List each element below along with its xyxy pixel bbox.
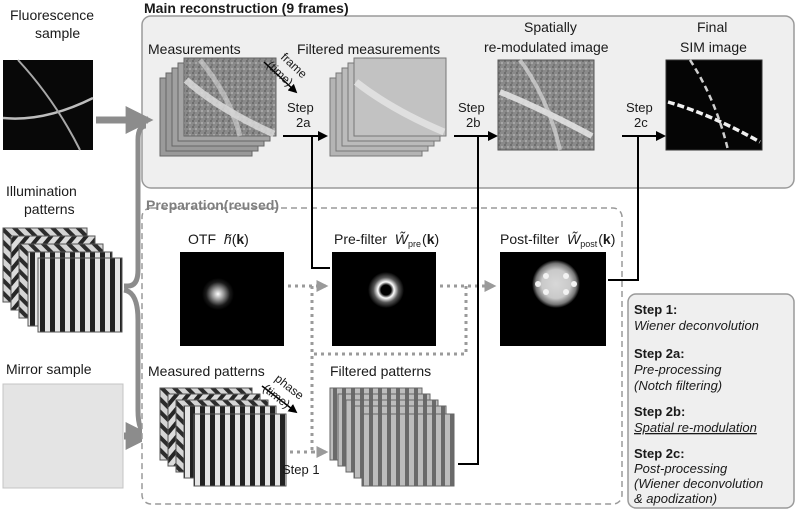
mirror-sample-image	[2, 383, 124, 489]
illumination-label-2: patterns	[24, 201, 75, 217]
legend-step2a-desc2: (Notch filtering)	[634, 378, 722, 393]
mirror-sample-label: Mirror sample	[6, 361, 92, 377]
preparation-title: Preparation(reused)	[146, 197, 279, 213]
main-title: Main reconstruction (9 frames)	[144, 0, 349, 16]
illumination-label-1: Illumination	[6, 183, 77, 199]
fluorescence-sample-image	[2, 59, 94, 151]
legend-step2c-desc2: (Wiener deconvolution	[634, 476, 763, 491]
filtered-patterns-stack	[329, 387, 455, 487]
postfilter-k: k	[603, 231, 611, 247]
remodulated-label-1: Spatially	[524, 19, 577, 35]
final-label-2: SIM image	[680, 39, 747, 55]
legend-step2a-desc1: Pre-processing	[634, 362, 722, 377]
measurements-label: Measurements	[148, 41, 241, 57]
filtered-patterns-label: Filtered patterns	[330, 363, 431, 379]
otf-k-open: (	[232, 231, 237, 247]
legend-text: Step 1: Wiener deconvolution Step 2a: Pr…	[634, 302, 763, 506]
legend-step2c-desc3: & apodization)	[634, 491, 717, 506]
otf-symbol: h̃	[224, 231, 232, 247]
postfilter-image	[500, 252, 606, 346]
prefilter-label-prefix: Pre-filter	[334, 231, 387, 247]
illumination-patterns-stack	[2, 227, 123, 333]
otf-k: k	[236, 231, 244, 247]
measured-patterns-label: Measured patterns	[148, 363, 265, 379]
legend-step2b-desc: Spatial re-modulation	[634, 420, 757, 435]
postfilter-w: W̃	[567, 231, 582, 247]
postfilter-label-prefix: Post-filter	[500, 231, 559, 247]
step-1-label: Step 1	[282, 462, 320, 477]
postfilter-label: Post-filter W̃post(k)	[500, 231, 615, 249]
filtered-measurements-label: Filtered measurements	[297, 41, 440, 57]
step-2c-label: Step	[626, 100, 653, 115]
otf-k-close: )	[244, 231, 249, 247]
legend-step1-title: Step 1:	[634, 302, 677, 317]
otf-label-prefix: OTF	[188, 231, 216, 247]
final-label-1: Final	[697, 19, 727, 35]
otf-image	[180, 252, 284, 346]
main-reconstruction-panel	[141, 15, 795, 189]
fluorescence-label-2: sample	[35, 25, 80, 41]
remodulated-image	[497, 58, 595, 151]
prefilter-k: k	[427, 231, 435, 247]
legend-step2c-title: Step 2c:	[634, 446, 685, 461]
remodulated-label-2: re-modulated image	[484, 39, 609, 55]
prefilter-sub: pre	[408, 239, 421, 249]
otf-label: OTF h̃(k)	[188, 231, 249, 247]
phase-axis-arrow	[261, 385, 298, 414]
prefilter-image	[332, 252, 436, 346]
left-connector-arrows	[96, 106, 154, 450]
prefilter-k-open: (	[422, 231, 427, 247]
legend-step2b-title: Step 2b:	[634, 404, 685, 419]
prefilter-k-close: )	[435, 231, 440, 247]
step-2a-number: 2a	[296, 115, 311, 130]
postfilter-k-open: (	[598, 231, 603, 247]
legend-step1-desc: Wiener deconvolution	[634, 318, 759, 333]
step-2b-number: 2b	[466, 115, 480, 130]
legend-panel	[627, 293, 795, 509]
prefilter-label: Pre-filter W̃pre(k)	[334, 231, 439, 249]
postfilter-sub: post	[580, 239, 598, 249]
measured-patterns-stack	[159, 387, 287, 487]
step-2a-label: Step	[287, 100, 314, 115]
black-connector-lines	[311, 136, 639, 465]
step-2c-number: 2c	[634, 115, 648, 130]
step-2b-label: Step	[458, 100, 485, 115]
legend-step2c-desc1: Post-processing	[634, 461, 728, 476]
final-sim-image	[665, 59, 763, 151]
filtered-measurements-stack	[329, 57, 447, 157]
frame-axis-arrow	[263, 61, 298, 94]
fluorescence-label-1: Fluorescence	[10, 7, 94, 23]
postfilter-k-close: )	[611, 231, 616, 247]
legend-step2a-title: Step 2a:	[634, 346, 685, 361]
measurements-stack	[159, 57, 277, 157]
prefilter-w: W̃	[395, 231, 410, 247]
